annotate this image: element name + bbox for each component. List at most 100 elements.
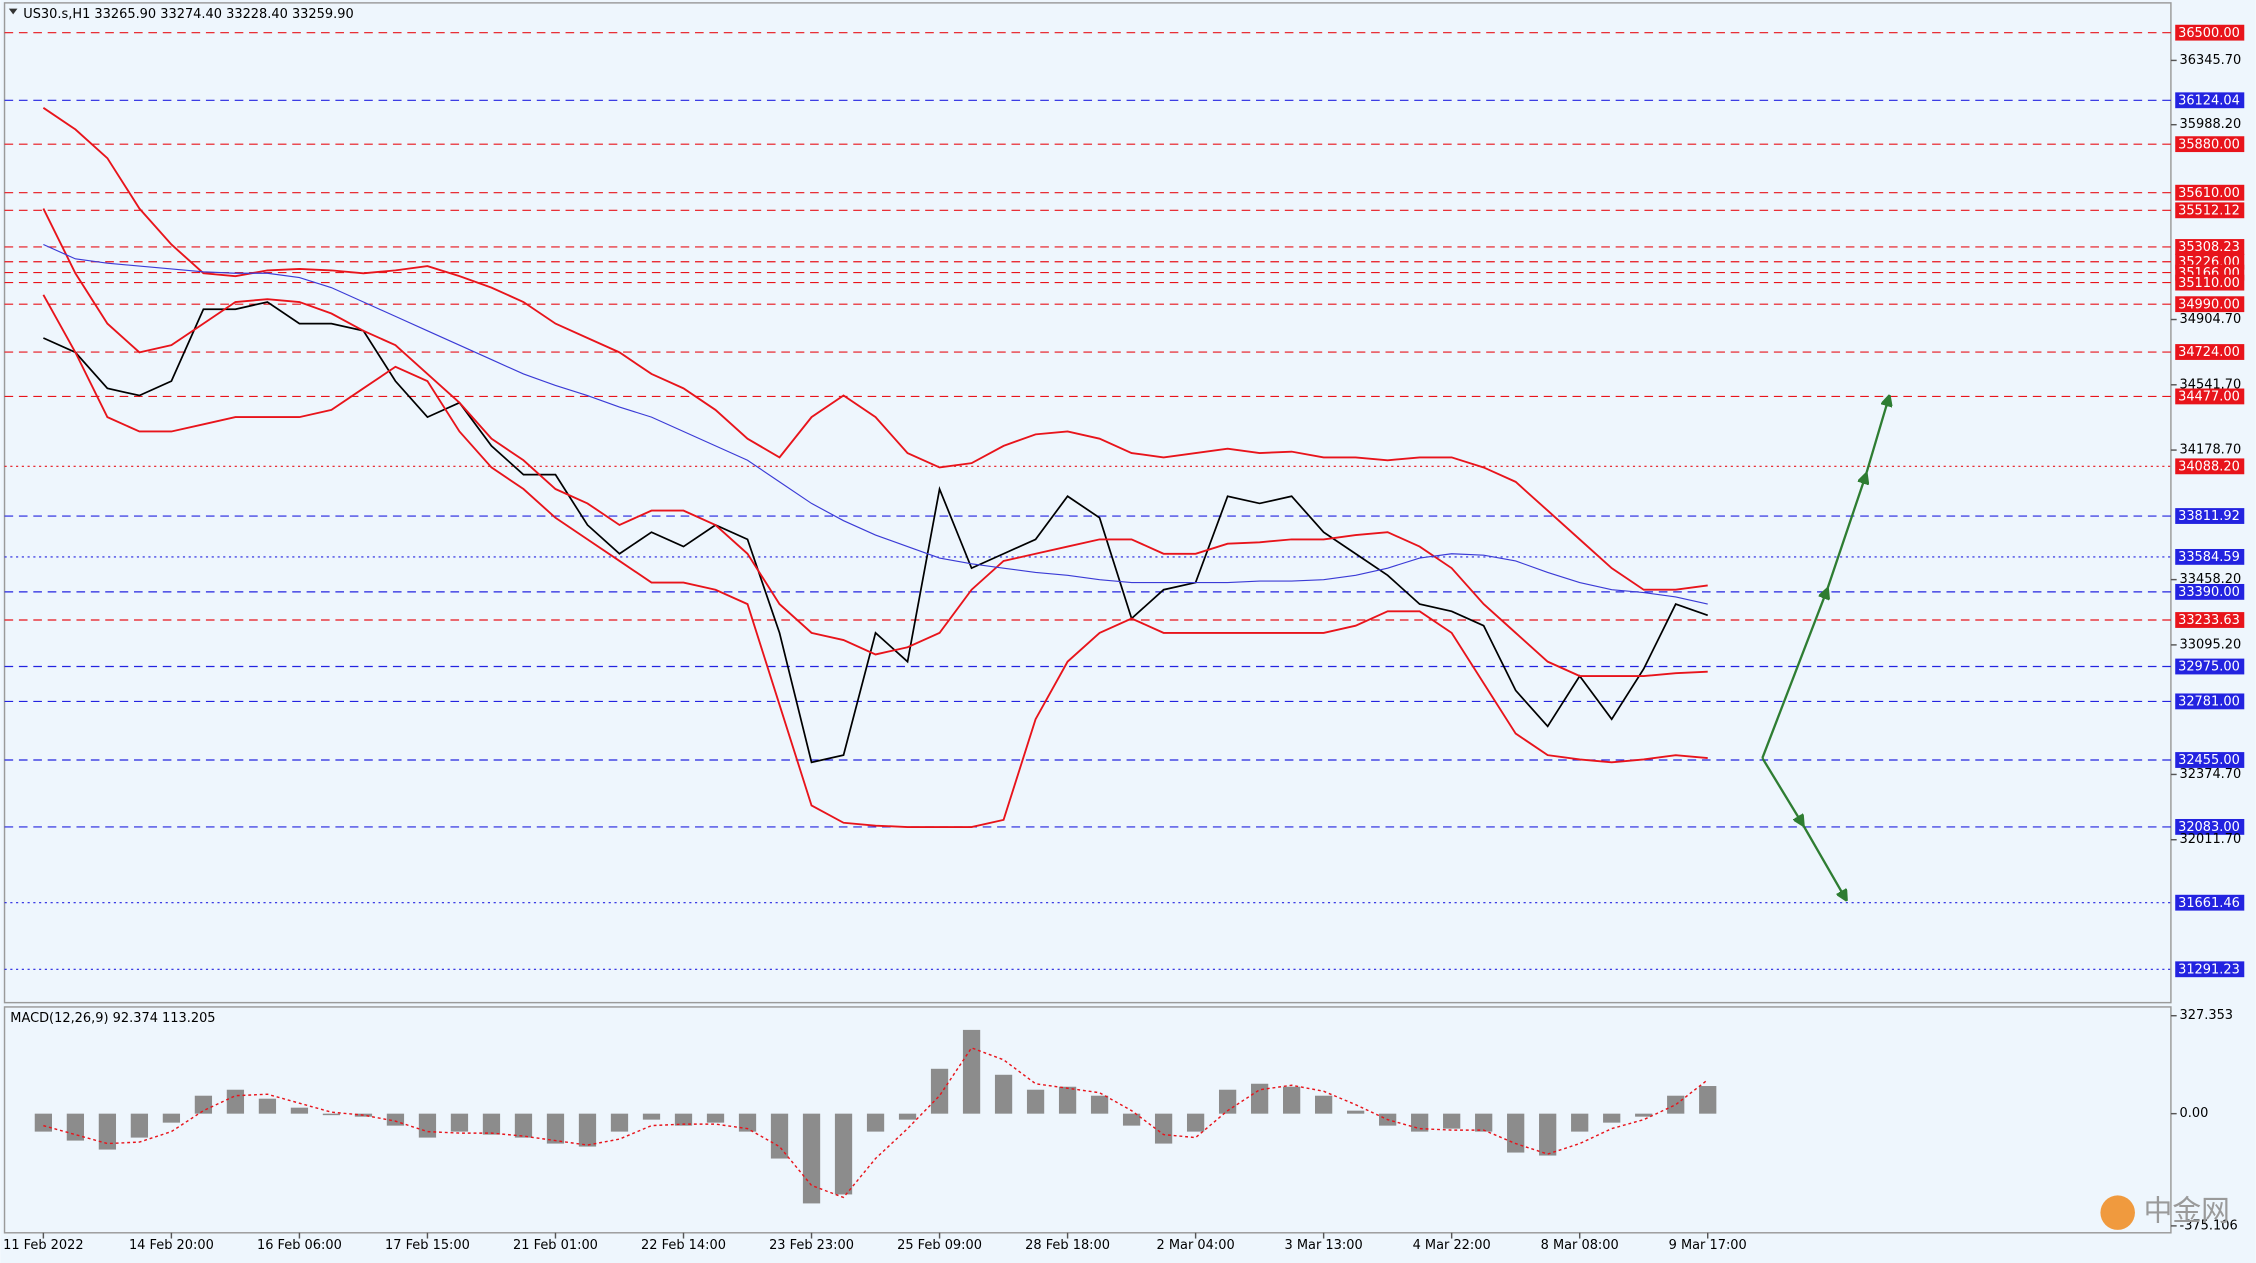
macd-bar <box>322 1113 341 1116</box>
y-tick-label: 34904.70 <box>2180 312 2242 327</box>
level-label-box <box>2175 583 2245 600</box>
level-label-box <box>2175 24 2245 41</box>
series-line <box>43 243 1708 605</box>
macd-bar <box>1122 1113 1141 1126</box>
y-tick-label: 33458.20 <box>2180 572 2242 587</box>
macd-bar <box>98 1113 117 1150</box>
x-tick-label: 25 Feb 09:00 <box>897 1238 982 1253</box>
x-tick-label: 11 Feb 2022 <box>3 1238 84 1253</box>
macd-bar <box>1315 1095 1333 1114</box>
macd-bar <box>1026 1089 1045 1114</box>
macd-bar <box>642 1113 661 1120</box>
x-tick-label: 22 Feb 14:00 <box>641 1238 726 1253</box>
x-tick-label: 21 Feb 01:00 <box>513 1238 598 1253</box>
series-line <box>43 301 1708 764</box>
level-label: 32083.00 <box>2178 820 2240 835</box>
arrow-down <box>1761 757 1802 824</box>
level-label-box <box>2175 458 2245 475</box>
macd-bar <box>1699 1086 1717 1114</box>
macd-bar <box>450 1113 469 1132</box>
level-label: 36124.04 <box>2178 93 2240 108</box>
macd-bar <box>66 1113 85 1141</box>
macd-bar <box>898 1113 917 1120</box>
level-label: 31291.23 <box>2178 962 2240 977</box>
y-tick-label: 32011.70 <box>2180 832 2242 847</box>
level-label: 35880.00 <box>2178 137 2240 152</box>
macd-bar <box>290 1107 309 1114</box>
macd-bar <box>866 1113 885 1132</box>
y-tick-label: 33095.20 <box>2180 637 2242 652</box>
macd-bar <box>386 1113 405 1126</box>
logo-icon <box>2100 1195 2135 1230</box>
macd-bar <box>194 1095 213 1114</box>
level-label-box <box>2175 658 2245 675</box>
macd-bar <box>482 1113 501 1135</box>
macd-bar <box>674 1113 693 1126</box>
level-label-box <box>2175 239 2245 255</box>
level-label-box <box>2175 202 2245 219</box>
price-panel <box>3 2 2172 1004</box>
macd-bar <box>514 1113 533 1138</box>
level-label-box <box>2175 961 2245 978</box>
x-tick-label: 16 Feb 06:00 <box>257 1238 342 1253</box>
level-label: 34990.00 <box>2178 297 2240 312</box>
signal-line <box>43 1046 1709 1199</box>
level-label: 33390.00 <box>2178 585 2240 600</box>
arrow-up <box>1761 590 1827 759</box>
level-label-box <box>2175 752 2245 768</box>
macd-bar <box>770 1113 789 1159</box>
macd-bar <box>546 1113 565 1144</box>
macd-bar <box>930 1068 949 1114</box>
level-label: 35110.00 <box>2178 276 2240 291</box>
macd-bar <box>802 1113 821 1204</box>
level-label: 33584.59 <box>2178 550 2240 565</box>
x-tick-label: 2 Mar 04:00 <box>1157 1238 1235 1253</box>
level-label-box <box>2175 612 2245 628</box>
macd-bar <box>226 1089 245 1114</box>
macd-bar <box>1571 1113 1589 1132</box>
series-line <box>42 208 1708 677</box>
macd-bar <box>1186 1113 1205 1132</box>
x-tick-label: 23 Feb 23:00 <box>769 1238 854 1253</box>
level-label-box <box>2175 818 2245 835</box>
y-tick-label: 34541.70 <box>2180 377 2242 392</box>
macd-title: MACD(12,26,9) 92.374 113.205 <box>10 1011 215 1026</box>
level-label: 34724.00 <box>2178 345 2240 360</box>
macd-bar <box>1282 1086 1301 1114</box>
y-tick-label: 35988.20 <box>2180 117 2242 132</box>
x-tick-label: 4 Mar 22:00 <box>1413 1238 1491 1253</box>
level-label: 34477.00 <box>2178 390 2240 405</box>
level-label-box <box>2175 136 2245 153</box>
macd-bar <box>610 1113 629 1132</box>
level-label-box <box>2175 274 2245 291</box>
macd-bar <box>706 1113 725 1123</box>
level-label: 31661.46 <box>2178 896 2240 911</box>
macd-bar <box>962 1029 981 1114</box>
macd-bar <box>738 1113 757 1132</box>
macd-bar <box>1090 1095 1109 1114</box>
macd-bar <box>1347 1110 1365 1114</box>
macd-bar <box>130 1113 149 1138</box>
arrow-up <box>1864 397 1889 476</box>
x-tick-label: 3 Mar 13:00 <box>1285 1238 1363 1253</box>
macd-bar <box>418 1113 437 1138</box>
level-label-box <box>2175 296 2245 313</box>
level-label-box <box>2175 693 2245 710</box>
arrow-up <box>1826 475 1866 591</box>
plot-area: 36500.00 36124.04 35880.00 35610.00 35512.12… <box>3 24 2245 1253</box>
level-label-box <box>2175 508 2245 524</box>
chart-title: US30.s,H1 33265.90 33274.40 33228.40 332… <box>23 7 353 22</box>
level-label: 36500.00 <box>2178 26 2240 41</box>
y-tick-label: 32374.70 <box>2180 767 2242 782</box>
arrow-down <box>1801 823 1846 899</box>
y-tick-label: -375.106 <box>2180 1218 2238 1233</box>
macd-bar <box>1507 1113 1525 1153</box>
macd-bar <box>994 1074 1013 1114</box>
level-label: 34088.20 <box>2178 460 2240 475</box>
level-label-box <box>2175 344 2245 360</box>
watermark: 中金网 <box>2144 1194 2230 1228</box>
macd-bar <box>258 1098 277 1114</box>
level-label-box <box>2175 184 2245 201</box>
macd-bar <box>834 1113 853 1195</box>
